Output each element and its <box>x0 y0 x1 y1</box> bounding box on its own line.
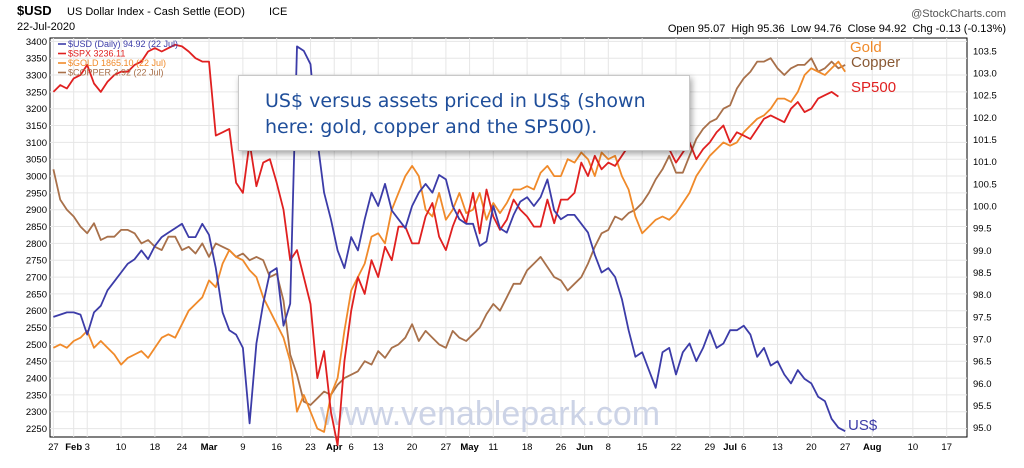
x-tick-label: 8 <box>606 442 611 453</box>
legend-entry: $GOLD 1865.10 (22 Jul) <box>68 58 166 68</box>
y-left-tick-label: 3150 <box>26 121 47 132</box>
y-left-tick-label: 2300 <box>26 407 47 418</box>
y-left-tick-label: 2800 <box>26 239 47 250</box>
y-right-tick-label: 101.0 <box>973 157 997 168</box>
header-symbol: $USD <box>17 3 52 18</box>
x-tick-label: 6 <box>741 442 746 453</box>
y-left-tick-label: 3050 <box>26 155 47 166</box>
y-left-tick-label: 2350 <box>26 390 47 401</box>
x-tick-label: 18 <box>522 442 533 453</box>
y-right-tick-label: 97.5 <box>973 312 992 323</box>
x-tick-label: 29 <box>705 442 716 453</box>
x-tick-label: 26 <box>556 442 567 453</box>
header-date: 22-Jul-2020 <box>17 21 75 33</box>
annotation-callout: US$ versus assets priced in US$ (shown h… <box>238 75 690 151</box>
y-right-tick-label: 103.0 <box>973 69 997 80</box>
x-tick-label: 3 <box>85 442 90 453</box>
header-exchange: ICE <box>269 6 287 18</box>
y-left-tick-label: 2650 <box>26 289 47 300</box>
x-tick-label: 9 <box>240 442 245 453</box>
x-tick-label: 6 <box>349 442 354 453</box>
y-right-tick-label: 96.0 <box>973 379 992 390</box>
x-tick-label: Mar <box>201 442 218 453</box>
x-tick-label: 18 <box>150 442 161 453</box>
y-right-tick-label: 97.0 <box>973 335 992 346</box>
legend-entry: $SPX 3236.11 <box>68 49 125 59</box>
x-tick-label: 24 <box>177 442 188 453</box>
x-tick-label: 27 <box>840 442 851 453</box>
y-left-tick-label: 3250 <box>26 87 47 98</box>
legend-entry: $USD (Daily) 94.92 (22 Jul) <box>68 39 178 49</box>
y-left-tick-label: 3100 <box>26 138 47 149</box>
series-line-copper <box>52 57 846 406</box>
y-left-tick-label: 2600 <box>26 306 47 317</box>
x-tick-label: Aug <box>863 442 882 453</box>
x-tick-label: 23 <box>305 442 316 453</box>
header-ohlc: Open 95.07 High 95.36 Low 94.76 Close 94… <box>668 23 1006 35</box>
x-tick-label: 20 <box>407 442 418 453</box>
y-left-tick-label: 3300 <box>26 71 47 82</box>
end-label-gold: Gold <box>850 39 882 56</box>
y-right-tick-label: 96.5 <box>973 357 992 368</box>
y-right-tick-label: 99.5 <box>973 224 992 235</box>
header-brand: @StockCharts.com <box>911 8 1006 20</box>
y-right-tick-label: 103.5 <box>973 46 997 57</box>
end-label-copper: Copper <box>851 54 900 71</box>
y-right-tick-label: 98.0 <box>973 290 992 301</box>
y-right-tick-label: 99.0 <box>973 246 992 257</box>
y-left-tick-label: 2400 <box>26 374 47 385</box>
y-left-tick-label: 2250 <box>26 424 47 435</box>
x-tick-label: 27 <box>441 442 452 453</box>
x-tick-label: 20 <box>806 442 817 453</box>
y-left-tick-label: 3000 <box>26 172 47 183</box>
y-right-tick-label: 100.0 <box>973 202 997 213</box>
header-description: US Dollar Index - Cash Settle (EOD) <box>67 6 245 18</box>
x-tick-label: 13 <box>373 442 384 453</box>
series-line-spx <box>52 43 839 447</box>
y-right-tick-label: 95.5 <box>973 401 992 412</box>
series-line-usd <box>53 45 846 433</box>
x-tick-label: Feb <box>65 442 82 453</box>
x-tick-label: 15 <box>637 442 648 453</box>
x-tick-label: Jun <box>576 442 593 453</box>
y-left-tick-label: 3200 <box>26 104 47 115</box>
y-left-tick-label: 2950 <box>26 188 47 199</box>
annotation-text: US$ versus assets priced in US$ (shown h… <box>265 90 646 138</box>
y-left-tick-label: 2450 <box>26 357 47 368</box>
x-tick-label: 10 <box>908 442 919 453</box>
series-line-gold <box>52 60 846 433</box>
y-left-tick-label: 2900 <box>26 205 47 216</box>
legend-entry: $COPPER 2.92 (22 Jul) <box>68 68 164 78</box>
x-tick-label: 13 <box>772 442 783 453</box>
x-tick-label: Jul <box>723 442 737 453</box>
y-right-tick-label: 102.5 <box>973 91 997 102</box>
x-tick-label: May <box>460 442 479 453</box>
x-tick-label: 16 <box>271 442 282 453</box>
y-right-tick-label: 95.0 <box>973 423 992 434</box>
y-left-tick-label: 2850 <box>26 222 47 233</box>
y-left-tick-label: 2500 <box>26 340 47 351</box>
x-tick-label: Apr <box>326 442 343 453</box>
y-left-tick-label: 3350 <box>26 54 47 65</box>
y-left-tick-label: 2550 <box>26 323 47 334</box>
legend: $USD (Daily) 94.92 (22 Jul)$SPX 3236.11$… <box>58 39 178 78</box>
y-right-tick-label: 98.5 <box>973 268 992 279</box>
y-right-tick-label: 102.0 <box>973 113 997 124</box>
x-tick-label: 11 <box>488 442 498 453</box>
watermark: www.venablepark.com <box>319 395 660 433</box>
y-left-tick-label: 2700 <box>26 273 47 284</box>
x-tick-label: 10 <box>116 442 127 453</box>
end-label-us: US$ <box>848 417 878 434</box>
x-tick-label: 17 <box>941 442 952 453</box>
y-right-tick-label: 100.5 <box>973 179 997 190</box>
y-right-tick-label: 101.5 <box>973 135 997 146</box>
x-tick-label: 27 <box>48 442 59 453</box>
x-tick-label: 22 <box>671 442 682 453</box>
y-left-tick-label: 2750 <box>26 256 47 267</box>
end-label-sp500: SP500 <box>851 79 896 96</box>
y-left-tick-label: 3400 <box>26 37 47 48</box>
